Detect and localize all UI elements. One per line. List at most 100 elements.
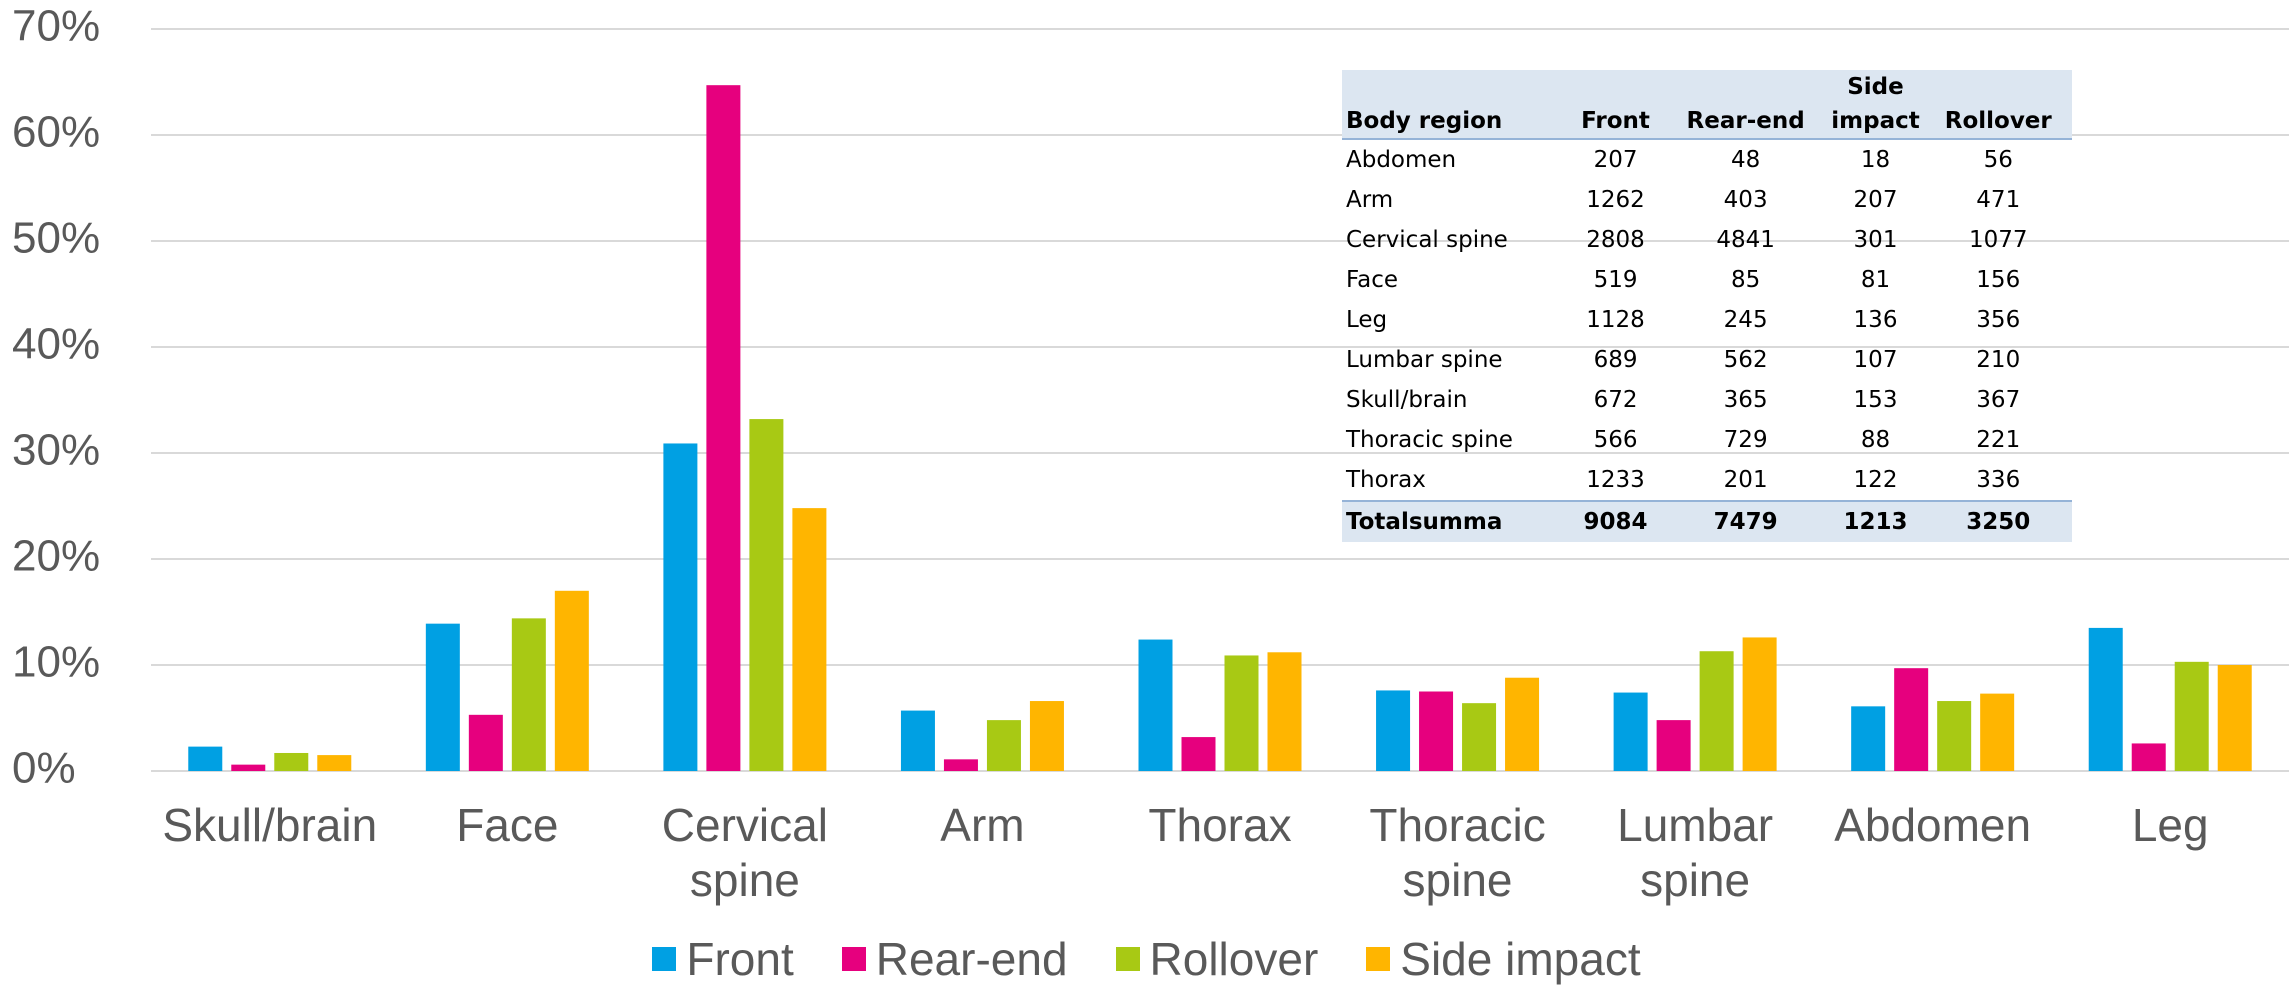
- y-tick-label: 0%: [12, 744, 76, 793]
- bar: [1613, 692, 1648, 771]
- legend-item: Side impact: [1366, 932, 1641, 985]
- bar: [663, 443, 698, 771]
- legend-item: Front: [652, 932, 794, 985]
- y-tick-label: 10%: [12, 638, 100, 687]
- bar: [1894, 668, 1929, 771]
- table-cell: 153: [1853, 387, 1898, 413]
- y-tick-label: 70%: [12, 2, 100, 51]
- legend-label: Front: [686, 933, 794, 985]
- table-row: Thorax 1233 201 122 336: [1342, 460, 2072, 501]
- bar: [231, 764, 266, 771]
- legend-swatch: [652, 947, 677, 971]
- table-total-cell: Totalsumma: [1342, 500, 1567, 542]
- table-cell: 201: [1723, 467, 1768, 493]
- table-cell: Thorax: [1346, 467, 1426, 493]
- table-cell: 210: [1976, 347, 2021, 373]
- data-table: Body region Front Rear-end Side impact Rollo…: [1342, 70, 2072, 542]
- table-cell: Lumbar spine: [1346, 347, 1503, 373]
- table-row: Skull/brain 672 365 153 367: [1342, 380, 2072, 420]
- table-row: Lumbar spine 689 562 107 210: [1342, 340, 2072, 380]
- table-cell: 56: [1983, 147, 2013, 173]
- table-cell: 245: [1723, 307, 1768, 333]
- y-tick-label: 30%: [12, 426, 100, 475]
- table-cell: 122: [1853, 467, 1898, 493]
- table-cell: Abdomen: [1346, 147, 1457, 173]
- bar: [1505, 677, 1540, 771]
- legend-label: Rear-end: [875, 933, 1068, 985]
- bar: [986, 720, 1021, 771]
- table-cell: 221: [1976, 427, 2021, 453]
- legend-swatch: [841, 947, 866, 971]
- x-tick-label: Thorax: [1148, 799, 1292, 851]
- table-cell: 672: [1593, 387, 1638, 413]
- table-row: Arm 1262 403 207 471: [1342, 180, 2072, 220]
- x-tick-label: Abdomen: [1834, 799, 2032, 851]
- table-total-cell: 1213: [1826, 500, 1925, 542]
- bar: [792, 508, 827, 771]
- table-cell: 562: [1723, 347, 1768, 373]
- table-cell: 136: [1853, 307, 1898, 333]
- table-header-cell: Body region: [1342, 70, 1567, 140]
- bar: [1267, 652, 1302, 771]
- table-cell: 48: [1730, 147, 1761, 173]
- x-tick-label: Thoracic spine: [1369, 799, 1546, 906]
- table-cell: 107: [1853, 347, 1898, 373]
- table-header-cell: Front: [1566, 70, 1665, 140]
- table-cell: 1077: [1968, 227, 2028, 253]
- table-header: Body region Front Rear-end Side impact Rollo…: [1342, 70, 2072, 140]
- table-cell: Leg: [1346, 307, 1388, 333]
- x-tick-label: Lumbar spine: [1617, 799, 1774, 906]
- bar: [1937, 701, 1972, 771]
- table-cell: 2808: [1586, 227, 1645, 253]
- table-cell: 729: [1723, 427, 1768, 453]
- table-row: Leg 1128 245 136 356: [1342, 300, 2072, 340]
- table-cell: 403: [1723, 187, 1768, 213]
- bar: [511, 618, 546, 771]
- bar: [1376, 690, 1411, 771]
- table-cell: 689: [1593, 347, 1638, 373]
- bar: [425, 623, 460, 771]
- bar: [317, 755, 352, 771]
- table-cell: 156: [1976, 267, 2021, 293]
- table-cell: 81: [1860, 267, 1891, 293]
- bar: [943, 759, 978, 771]
- bar: [2174, 661, 2209, 771]
- legend-label: Rollover: [1149, 933, 1319, 985]
- table-cell: Arm: [1346, 187, 1394, 213]
- table-header-cell: Rollover: [1924, 70, 2072, 140]
- x-tick-label: Leg: [2131, 799, 2209, 851]
- table-cell: 356: [1976, 307, 2021, 333]
- table-cell: 88: [1860, 427, 1891, 453]
- table-header-cell: Side impact: [1826, 70, 1925, 140]
- bar: [1138, 639, 1173, 771]
- table-row: Abdomen 207 48 18 56: [1342, 139, 2072, 180]
- legend: Front Rear-end Rollover Side impact: [0, 932, 2293, 985]
- table-cell: Face: [1346, 267, 1399, 293]
- table-cell: 18: [1860, 147, 1891, 173]
- table-total-cell: 3250: [1924, 500, 2072, 542]
- bar: [1980, 693, 2015, 771]
- legend-swatch: [1115, 947, 1140, 971]
- bar: [1742, 637, 1777, 771]
- table-cell: 471: [1976, 187, 2021, 213]
- bar: [1462, 703, 1497, 771]
- bar: [1224, 655, 1259, 771]
- table-cell: 365: [1723, 387, 1768, 413]
- table-cell: 4841: [1716, 227, 1775, 253]
- y-tick-label: 40%: [12, 320, 100, 369]
- table-total: Totalsumma 9084 7479 1213 3250: [1342, 500, 2072, 542]
- table-cell: 336: [1976, 467, 2021, 493]
- bar: [900, 710, 935, 771]
- bar: [468, 714, 503, 771]
- table-row: Cervical spine 2808 4841 301 1077: [1342, 220, 2072, 260]
- table-cell: 207: [1853, 187, 1898, 213]
- bar: [706, 85, 741, 772]
- legend-label: Side impact: [1400, 933, 1641, 985]
- legend-swatch: [1366, 947, 1391, 971]
- bar: [1851, 706, 1886, 771]
- y-tick-label: 60%: [12, 108, 100, 157]
- table-cell: 566: [1593, 427, 1638, 453]
- bar: [1029, 701, 1064, 771]
